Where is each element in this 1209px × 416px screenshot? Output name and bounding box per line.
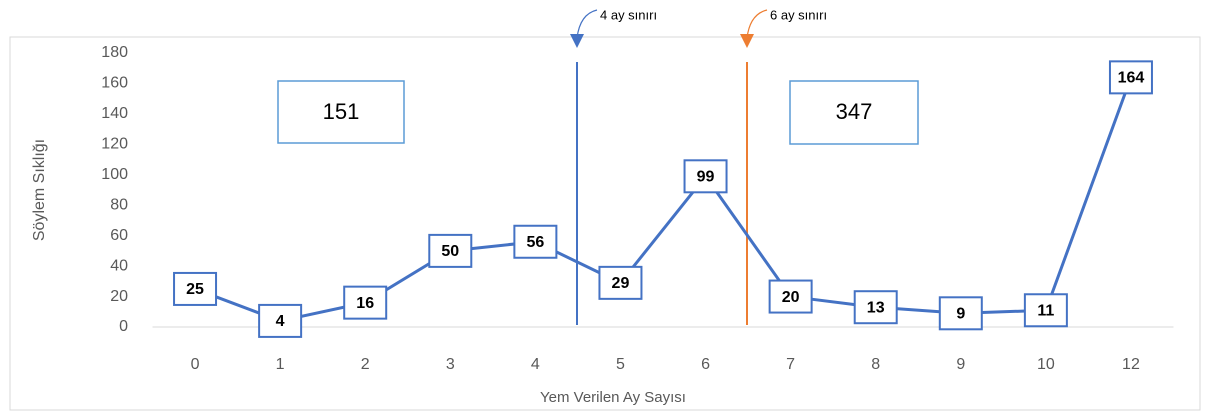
y-tick-label: 180 — [101, 44, 128, 61]
data-label-box — [1108, 60, 1153, 95]
y-tick-label: 120 — [101, 136, 128, 153]
data-label-box — [258, 303, 303, 338]
x-tick-label: 5 — [616, 356, 625, 373]
y-tick-label: 60 — [110, 227, 128, 244]
data-label: 164 — [1118, 70, 1145, 87]
annotation-box — [277, 80, 405, 144]
x-tick-label: 8 — [871, 356, 880, 373]
y-tick-label: 140 — [101, 105, 128, 122]
annotation-box — [789, 80, 919, 145]
x-tick-label: 2 — [361, 356, 370, 373]
data-label: 29 — [612, 275, 630, 292]
data-label-box — [513, 224, 558, 259]
data-label: 9 — [956, 306, 965, 323]
data-label: 25 — [186, 281, 204, 298]
y-tick-label: 40 — [110, 257, 128, 274]
x-tick-label: 12 — [1122, 356, 1140, 373]
x-tick-label: 3 — [446, 356, 455, 373]
data-label: 56 — [526, 234, 544, 251]
data-label: 13 — [867, 299, 885, 316]
y-tick-label: 0 — [119, 318, 128, 335]
data-label: 16 — [356, 295, 374, 312]
data-label-box — [938, 296, 983, 331]
data-label-box — [428, 233, 473, 268]
y-tick-label: 80 — [110, 196, 128, 213]
y-axis-label: Söylem Sıklığı — [31, 139, 48, 241]
annotation: 6 ay sınırı — [770, 7, 827, 22]
data-label: 20 — [782, 289, 800, 306]
data-label-box — [768, 279, 813, 314]
data-label-box — [343, 285, 388, 320]
arrow — [576, 9, 598, 39]
y-tick-label: 20 — [110, 288, 128, 305]
x-tick-label: 0 — [191, 356, 200, 373]
arrow-head — [740, 34, 754, 48]
x-tick-label: 10 — [1037, 356, 1055, 373]
x-tick-label: 4 — [531, 356, 540, 373]
data-label: 4 — [276, 313, 285, 330]
x-tick-label: 7 — [786, 356, 795, 373]
x-tick-label: 6 — [701, 356, 710, 373]
data-label-box — [173, 271, 218, 306]
data-label-box — [1023, 293, 1068, 328]
y-tick-label: 160 — [101, 75, 128, 92]
data-label-box — [853, 290, 898, 325]
data-label: 11 — [1037, 302, 1054, 319]
data-label: 50 — [441, 243, 459, 260]
data-label-box — [683, 159, 728, 194]
x-tick-label: 1 — [276, 356, 285, 373]
arrow — [746, 9, 768, 39]
annotation: 4 ay sınırı — [600, 7, 657, 22]
y-tick-label: 100 — [101, 166, 128, 183]
x-axis-label: Yem Verilen Ay Sayısı — [540, 389, 686, 406]
arrow-head — [570, 34, 584, 48]
chart-frame — [9, 36, 1201, 411]
data-label: 99 — [697, 169, 715, 186]
data-label-box — [598, 265, 643, 300]
annotation: 347 — [836, 99, 873, 124]
x-tick-label: 9 — [956, 356, 965, 373]
annotation: 151 — [323, 99, 360, 124]
